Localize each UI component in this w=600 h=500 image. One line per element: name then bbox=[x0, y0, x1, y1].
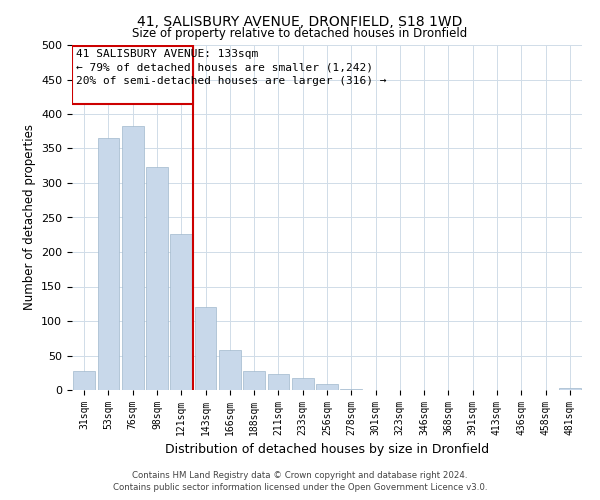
Bar bbox=[122, 126, 143, 390]
Text: Contains HM Land Registry data © Crown copyright and database right 2024.
Contai: Contains HM Land Registry data © Crown c… bbox=[113, 471, 487, 492]
Bar bbox=[194, 307, 217, 390]
Bar bbox=[73, 372, 95, 390]
Bar bbox=[219, 350, 241, 390]
Bar bbox=[340, 388, 362, 390]
Bar bbox=[146, 167, 168, 390]
Text: 41 SALISBURY AVENUE: 133sqm
← 79% of detached houses are smaller (1,242)
20% of : 41 SALISBURY AVENUE: 133sqm ← 79% of det… bbox=[76, 49, 386, 86]
Bar bbox=[268, 374, 289, 390]
Bar bbox=[292, 378, 314, 390]
Bar bbox=[97, 138, 119, 390]
Bar bbox=[170, 234, 192, 390]
Text: Size of property relative to detached houses in Dronfield: Size of property relative to detached ho… bbox=[133, 28, 467, 40]
Bar bbox=[316, 384, 338, 390]
Bar bbox=[559, 388, 581, 390]
FancyBboxPatch shape bbox=[73, 46, 193, 104]
Bar bbox=[243, 372, 265, 390]
Text: 41, SALISBURY AVENUE, DRONFIELD, S18 1WD: 41, SALISBURY AVENUE, DRONFIELD, S18 1WD bbox=[137, 15, 463, 29]
X-axis label: Distribution of detached houses by size in Dronfield: Distribution of detached houses by size … bbox=[165, 444, 489, 456]
Y-axis label: Number of detached properties: Number of detached properties bbox=[23, 124, 35, 310]
